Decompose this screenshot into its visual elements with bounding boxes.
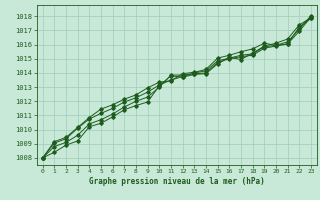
X-axis label: Graphe pression niveau de la mer (hPa): Graphe pression niveau de la mer (hPa) — [89, 177, 265, 186]
